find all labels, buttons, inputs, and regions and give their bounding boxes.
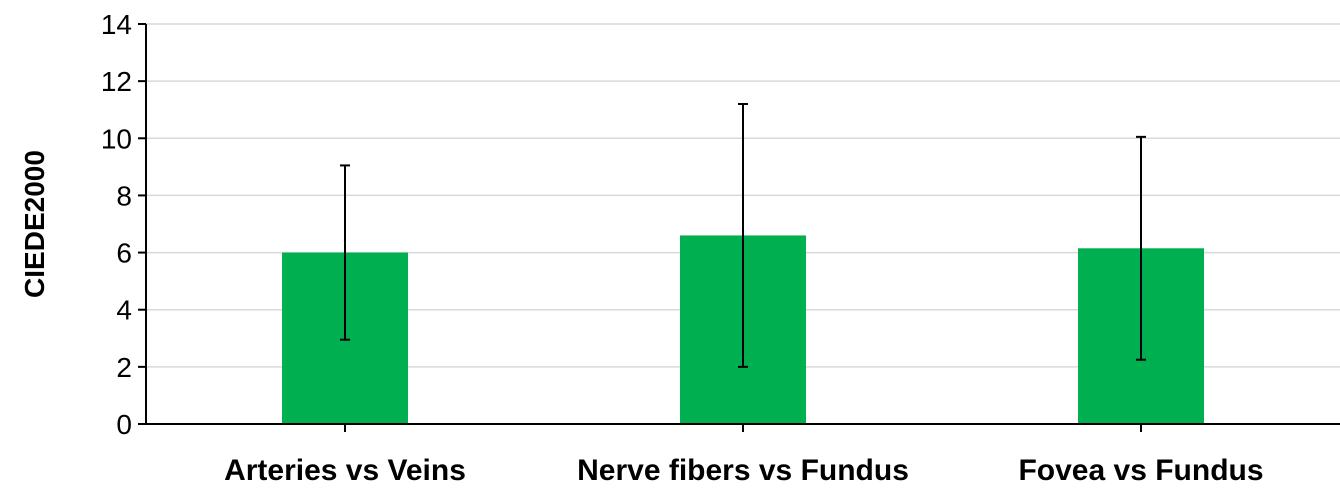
y-tick-label: 4: [116, 295, 132, 326]
y-tick-label: 0: [116, 409, 132, 440]
error-bar: [340, 164, 350, 341]
error-bar: [738, 103, 748, 368]
y-tick-label: 12: [101, 66, 132, 97]
x-tick-label: Nerve fibers vs Fundus: [577, 454, 909, 484]
x-tick-label: Arteries vs Veins: [224, 454, 466, 484]
error-bars: [340, 103, 1146, 368]
y-tick-label: 8: [116, 180, 132, 211]
y-tick-label: 14: [101, 9, 132, 40]
y-tick-labels: 0 2 4 6 8 10 12 14: [101, 9, 146, 440]
error-bar: [1136, 135, 1146, 361]
x-tick-labels: Arteries vs Veins Nerve fibers vs Fundus F…: [224, 424, 1264, 487]
y-axis-title: CIEDE2000: [19, 150, 50, 298]
x-tick-label: Fovea vs Fundus: [1018, 454, 1263, 484]
y-tick-label: 6: [116, 238, 132, 269]
y-tick-label: 10: [101, 123, 132, 154]
y-tick-label: 2: [116, 352, 132, 383]
